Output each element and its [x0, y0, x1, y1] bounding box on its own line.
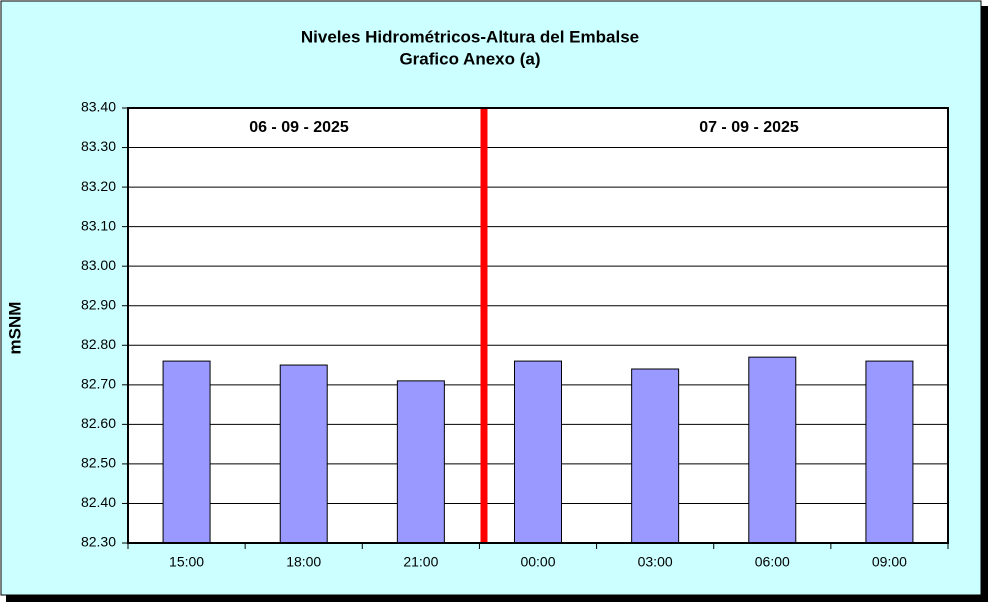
bar — [514, 360, 562, 544]
bar — [279, 364, 328, 544]
x-tick-label: 03:00 — [638, 554, 673, 570]
date-annotation: 07 - 09 - 2025 — [699, 119, 799, 136]
y-tick-label: 83.10 — [81, 217, 116, 233]
y-tick-label: 83.40 — [81, 99, 116, 115]
x-tick-label: 09:00 — [872, 554, 907, 570]
x-tick-label: 00:00 — [520, 554, 555, 570]
y-tick-label: 82.60 — [81, 415, 116, 431]
x-tick-label: 18:00 — [286, 554, 321, 570]
y-tick-label: 83.30 — [81, 138, 116, 154]
x-tick-label: 21:00 — [403, 554, 438, 570]
date-annotation: 06 - 09 - 2025 — [249, 119, 349, 136]
y-tick-label: 83.20 — [81, 178, 116, 194]
x-tick-label: 06:00 — [755, 554, 790, 570]
bar — [162, 360, 211, 544]
y-tick-label: 83.00 — [81, 257, 116, 273]
plot-border — [127, 107, 949, 544]
chart-title: Niveles Hidrométricos-Altura del Embalse — [301, 27, 639, 46]
y-tick-label: 82.40 — [81, 494, 116, 510]
y-tick-label: 82.50 — [81, 455, 116, 471]
y-tick-label: 82.30 — [81, 534, 116, 550]
x-tick-label: 15:00 — [169, 554, 204, 570]
y-tick-label: 82.80 — [81, 336, 116, 352]
y-tick-label: 82.90 — [81, 296, 116, 312]
bar — [631, 368, 680, 544]
bar — [865, 360, 914, 544]
y-axis-label: mSNM — [5, 302, 24, 355]
bar — [396, 380, 445, 544]
bars — [162, 356, 914, 544]
bar — [748, 356, 797, 544]
chart-subtitle: Grafico Anexo (a) — [399, 49, 540, 68]
y-tick-label: 82.70 — [81, 376, 116, 392]
